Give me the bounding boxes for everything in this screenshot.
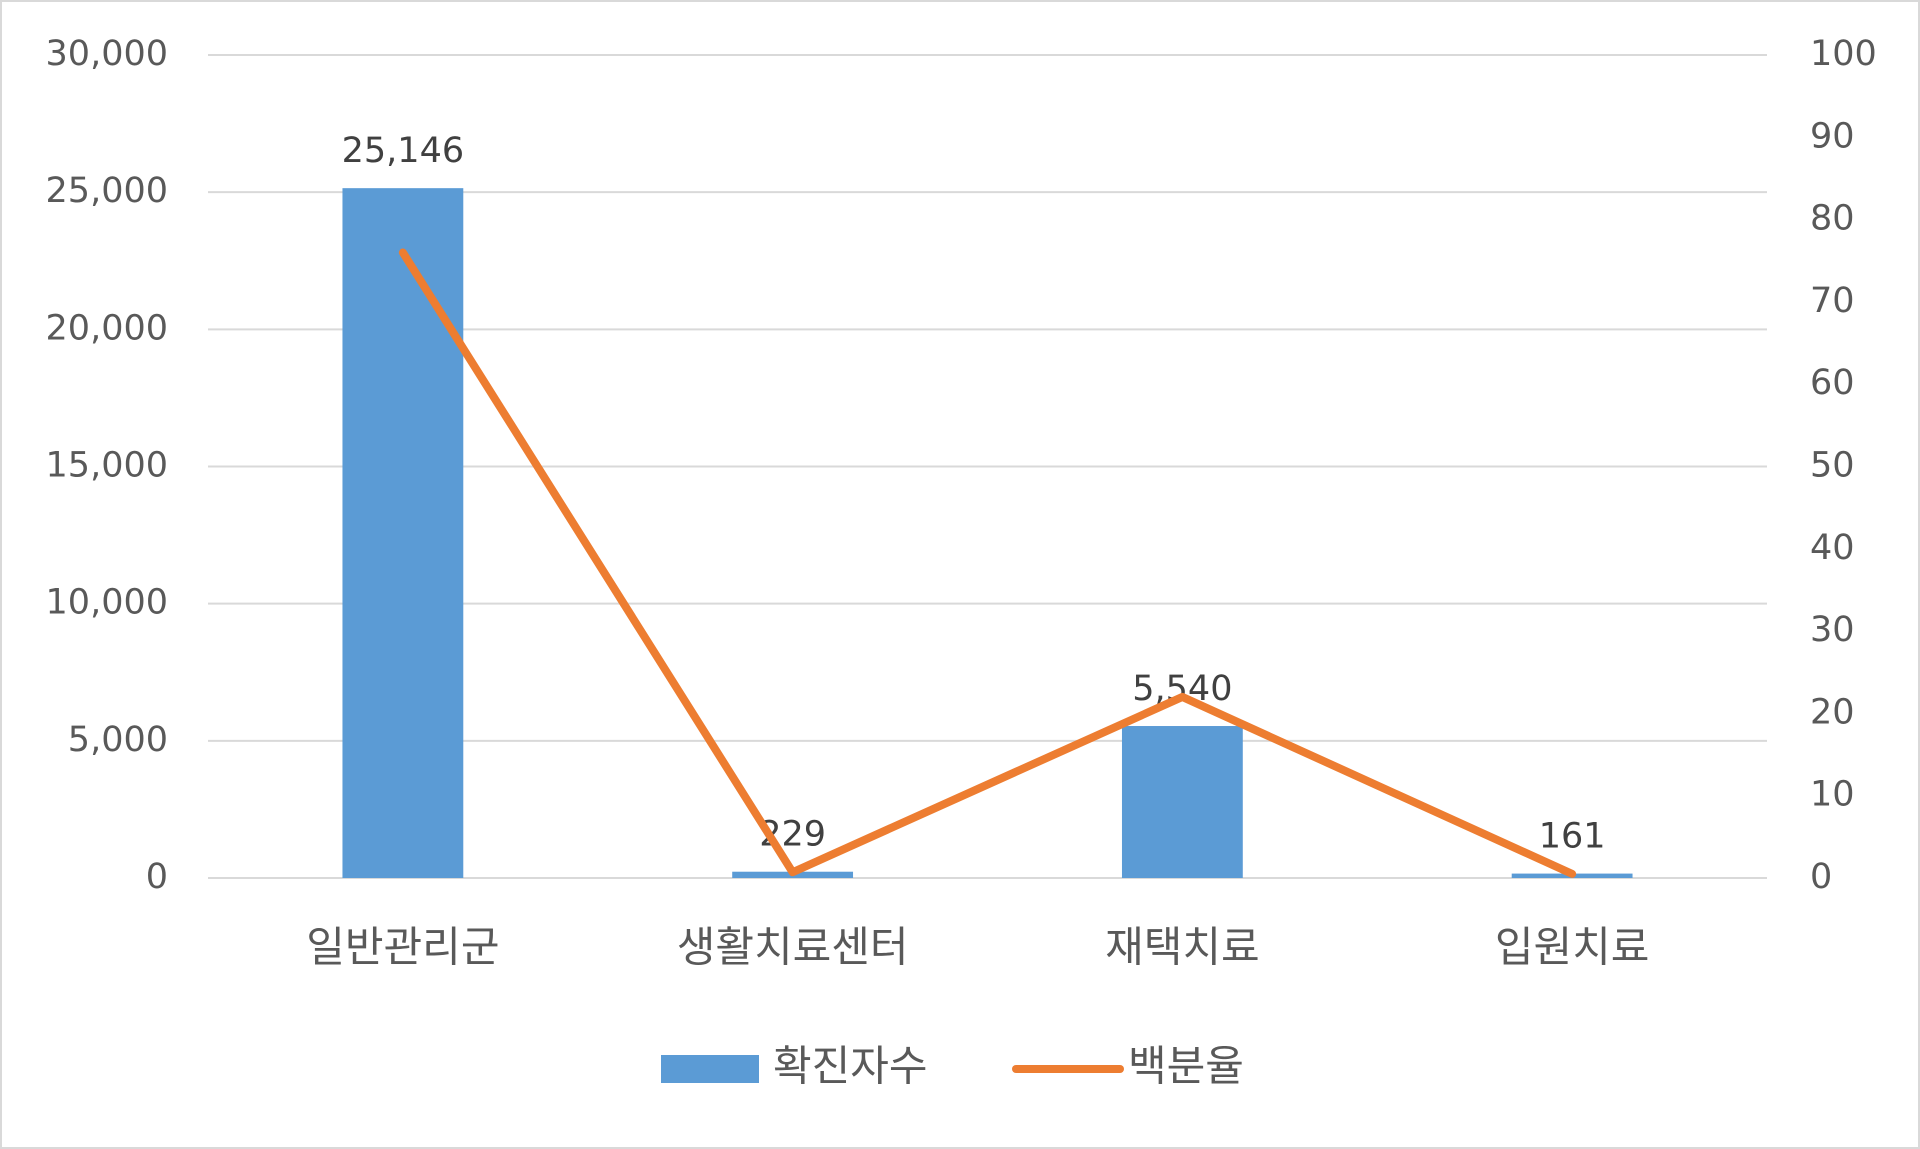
y-tick-label: 20,000 <box>46 308 168 348</box>
x-tick-label: 일반관리군 <box>306 923 499 972</box>
y2-tick-label: 90 <box>1810 116 1855 156</box>
y-tick-label: 25,000 <box>46 171 168 211</box>
data-label: 25,146 <box>342 131 464 171</box>
y-tick-label: 0 <box>146 857 168 897</box>
x-tick-label: 생활치료센터 <box>677 923 909 972</box>
y-tick-label: 30,000 <box>46 34 168 74</box>
y2-tick-label: 0 <box>1810 857 1832 897</box>
y2-tick-label: 60 <box>1810 363 1855 403</box>
legend-label: 백분율 <box>1128 1042 1244 1091</box>
y-tick-label: 10,000 <box>46 583 168 623</box>
y2-tick-label: 80 <box>1810 199 1855 239</box>
data-label: 5,540 <box>1132 669 1232 709</box>
line-series <box>398 248 1577 878</box>
y2-tick-label: 10 <box>1810 775 1855 815</box>
y2-tick-label: 20 <box>1810 692 1855 732</box>
y2-tick-label: 50 <box>1810 446 1855 486</box>
y2-tick-label: 70 <box>1810 281 1855 321</box>
y2-tick-label: 100 <box>1810 34 1877 74</box>
legend-label: 확진자수 <box>773 1042 928 1091</box>
bar <box>342 188 464 879</box>
x-tick-label: 재택치료 <box>1105 923 1260 972</box>
y-tick-label: 5,000 <box>68 720 168 760</box>
y2-tick-label: 40 <box>1810 528 1855 568</box>
data-label: 161 <box>1539 817 1606 857</box>
bar <box>1121 726 1243 878</box>
y-tick-label: 15,000 <box>46 446 168 486</box>
y2-tick-label: 30 <box>1810 610 1855 650</box>
legend-swatch <box>661 1055 759 1083</box>
x-tick-label: 입원치료 <box>1495 923 1650 972</box>
